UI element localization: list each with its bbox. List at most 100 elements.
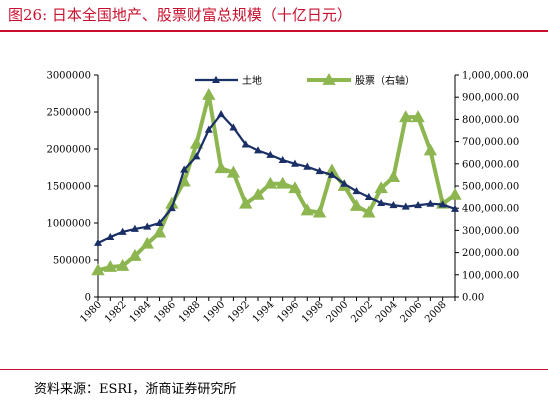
stocks-point xyxy=(448,187,462,200)
stocks-point xyxy=(189,136,204,149)
x-tick-label: 1990 xyxy=(201,299,227,325)
x-tick-label: 1998 xyxy=(300,299,326,325)
land-point xyxy=(315,167,324,175)
left-tick-label: 1500000 xyxy=(46,182,91,193)
chart: 0 500000 1000000 1500000 2000000 2500000 30000… xyxy=(46,71,529,326)
land-point xyxy=(192,152,201,160)
legend-stocks-marker xyxy=(322,73,336,85)
stocks-point xyxy=(103,260,117,272)
land-point xyxy=(364,192,373,201)
stocks-point xyxy=(411,110,425,123)
right-tick-label: 900,000.00 xyxy=(462,93,519,104)
land-point xyxy=(204,125,213,133)
stocks-point xyxy=(140,236,154,249)
x-tick-label: 2004 xyxy=(374,299,400,325)
right-tick-label: 200,000.00 xyxy=(462,248,519,259)
land-point xyxy=(94,238,102,246)
stocks-point xyxy=(362,205,376,218)
right-tick-label: 0.00 xyxy=(462,293,484,304)
chart-axes xyxy=(97,75,456,298)
right-tick-label: 1,000,000.00 xyxy=(462,71,529,82)
right-tick-label: 100,000.00 xyxy=(462,270,519,281)
x-axis-ticks: 1980198219841986198819901992199419961998… xyxy=(78,297,456,325)
land-point xyxy=(180,165,189,173)
stocks-point xyxy=(128,248,142,261)
stocks-point xyxy=(386,170,401,183)
left-tick-label: 500000 xyxy=(53,256,91,267)
stocks-point xyxy=(152,225,167,238)
left-tick-label: 1000000 xyxy=(46,219,91,230)
land-point xyxy=(266,150,275,158)
stocks-point xyxy=(276,176,290,189)
land-point xyxy=(229,123,238,131)
right-tick-label: 500,000.00 xyxy=(462,182,519,193)
right-tick-label: 800,000.00 xyxy=(462,115,519,126)
x-tick-label: 1986 xyxy=(152,299,178,325)
legend-land-marker xyxy=(212,75,220,83)
right-axis-ticks: 0.00 100,000.00 200,000.00 300,000.00 400,00… xyxy=(455,71,529,304)
x-tick-label: 2008 xyxy=(423,299,449,325)
x-tick-label: 1982 xyxy=(103,299,129,325)
x-tick-label: 1996 xyxy=(275,299,301,325)
stocks-point xyxy=(214,161,228,174)
land-point xyxy=(241,140,250,148)
stocks-point xyxy=(91,263,105,276)
chart-series xyxy=(91,87,462,276)
left-tick-label: 0 xyxy=(85,293,91,304)
land-point xyxy=(426,199,435,207)
x-tick-label: 1988 xyxy=(177,299,203,325)
stocks-point xyxy=(263,176,277,189)
land-point xyxy=(106,232,115,240)
x-tick-label: 1994 xyxy=(251,299,277,325)
legend-land-label: 土地 xyxy=(242,74,262,87)
stocks-point xyxy=(325,163,339,176)
land-point xyxy=(377,198,386,206)
left-tick-label: 2000000 xyxy=(46,145,91,156)
stocks-point xyxy=(288,181,302,194)
stocks-point xyxy=(423,143,438,156)
land-point xyxy=(352,186,361,195)
x-tick-label: 2000 xyxy=(325,299,351,325)
left-axis-ticks: 0 500000 1000000 1500000 2000000 2500000 30000… xyxy=(46,71,98,304)
land-point xyxy=(155,218,164,226)
stocks-point xyxy=(300,203,314,216)
right-tick-label: 700,000.00 xyxy=(462,137,519,148)
figure-title: 图26: 日本全国地产、股票财富总规模（十亿日元） xyxy=(8,6,352,24)
stocks-point xyxy=(399,110,413,123)
left-tick-label: 3000000 xyxy=(46,71,91,82)
source-note: 资料来源：ESRI，浙商证券研究所 xyxy=(34,382,237,397)
stocks-point xyxy=(374,181,388,194)
x-tick-label: 2006 xyxy=(398,299,424,325)
land-point xyxy=(143,222,152,230)
x-tick-label: 2002 xyxy=(349,299,375,325)
land-point xyxy=(130,224,139,232)
source-rule xyxy=(0,369,548,370)
land-point xyxy=(167,204,176,212)
stocks-point xyxy=(312,205,327,218)
land-point xyxy=(217,110,226,118)
stocks-point xyxy=(239,196,253,209)
title-rule xyxy=(0,30,548,32)
land-point xyxy=(401,202,410,210)
stocks-point xyxy=(202,87,216,100)
chart-legend: 土地 股票（右轴） xyxy=(195,73,415,87)
land-point xyxy=(389,201,398,209)
stocks-point xyxy=(251,187,265,200)
land-point xyxy=(254,146,263,154)
left-tick-label: 2500000 xyxy=(46,108,91,119)
land-point xyxy=(327,170,336,178)
stocks-point xyxy=(115,258,130,271)
right-tick-label: 400,000.00 xyxy=(462,204,519,215)
land-point xyxy=(438,200,447,208)
land-point xyxy=(118,227,127,235)
stocks-point xyxy=(165,196,179,209)
stocks-point xyxy=(349,198,364,211)
x-tick-label: 1992 xyxy=(226,299,252,325)
land-point xyxy=(451,204,459,212)
land-point xyxy=(414,201,423,209)
land-point xyxy=(303,162,312,170)
right-tick-label: 600,000.00 xyxy=(462,159,519,170)
legend-stocks-label: 股票（右轴） xyxy=(355,74,415,87)
land-point xyxy=(290,159,299,167)
land-point xyxy=(278,155,287,164)
